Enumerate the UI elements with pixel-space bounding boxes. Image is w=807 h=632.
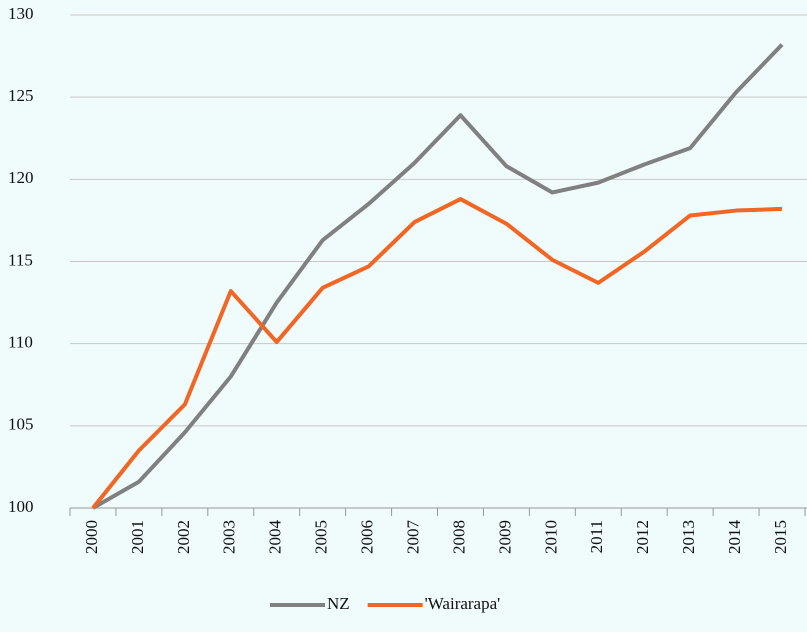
x-tick-label: 2014	[725, 520, 744, 555]
x-tick-label: 2011	[587, 520, 606, 553]
y-tick-label: 130	[8, 4, 34, 23]
x-tick-label: 2013	[679, 520, 698, 554]
x-tick-label: 2003	[220, 520, 239, 554]
x-tick-label: 2008	[449, 520, 468, 554]
legend-label: 'Wairarapa'	[425, 594, 501, 613]
x-tick-label: 2010	[541, 520, 560, 554]
x-tick-label: 2002	[174, 520, 193, 554]
y-tick-label: 105	[8, 415, 34, 434]
x-tick-label: 2007	[403, 520, 422, 555]
legend-label: NZ	[327, 594, 350, 613]
x-tick-label: 2005	[312, 520, 331, 554]
y-tick-label: 115	[8, 250, 33, 269]
x-tick-label: 2009	[495, 520, 514, 554]
y-tick-label: 125	[8, 86, 34, 105]
series-line	[91, 197, 783, 510]
x-tick-label: 2004	[266, 520, 285, 555]
x-tick-label: 2012	[633, 520, 652, 554]
x-tick-label: 2006	[358, 520, 377, 554]
x-tick-label: 2000	[82, 520, 101, 554]
x-tick-label: 2015	[771, 520, 790, 554]
series-line	[91, 43, 784, 510]
y-tick-label: 110	[8, 333, 33, 352]
y-tick-label: 120	[8, 168, 34, 187]
y-tick-label: 100	[8, 497, 34, 516]
x-tick-label: 2001	[128, 520, 147, 554]
